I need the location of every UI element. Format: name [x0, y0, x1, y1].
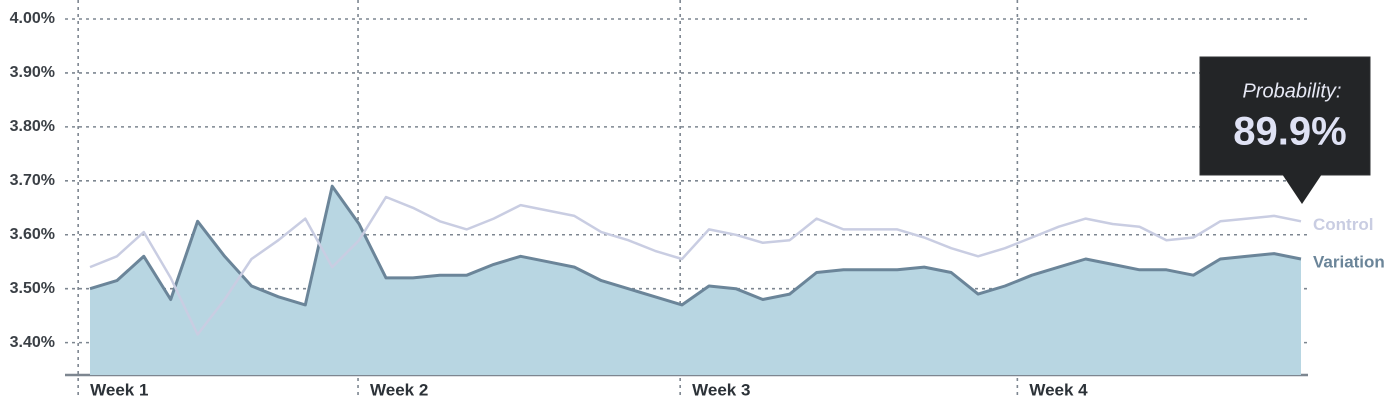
x-tick-label: Week 4 [1029, 380, 1088, 399]
tooltip: Probability: 89.9% [1199, 56, 1371, 204]
tooltip-box [1199, 56, 1371, 176]
tooltip-pointer [1282, 174, 1322, 204]
y-tick-label: 3.40% [10, 334, 55, 351]
y-tick-label: 3.50% [10, 280, 55, 297]
y-tick-label: 3.70% [10, 172, 55, 189]
y-tick-label: 3.80% [10, 118, 55, 135]
area [90, 186, 1301, 375]
x-tick-label: Week 1 [90, 380, 148, 399]
marks: Variation Control [89, 184, 1385, 375]
x-tick-label: Week 3 [692, 380, 750, 399]
line [89, 184, 1302, 307]
tooltip-value: 89.9% [1233, 110, 1346, 154]
y-tick-label: 3.60% [10, 226, 55, 243]
legend-label: Control [1313, 215, 1373, 234]
legend-label: Variation [1313, 253, 1385, 272]
tooltip-label: Probability: [1243, 80, 1342, 102]
line [89, 195, 1302, 336]
x-tick-label: Week 2 [370, 380, 428, 399]
y-tick-label: 3.90% [10, 64, 55, 81]
y-tick-label: 4.00% [10, 10, 55, 27]
